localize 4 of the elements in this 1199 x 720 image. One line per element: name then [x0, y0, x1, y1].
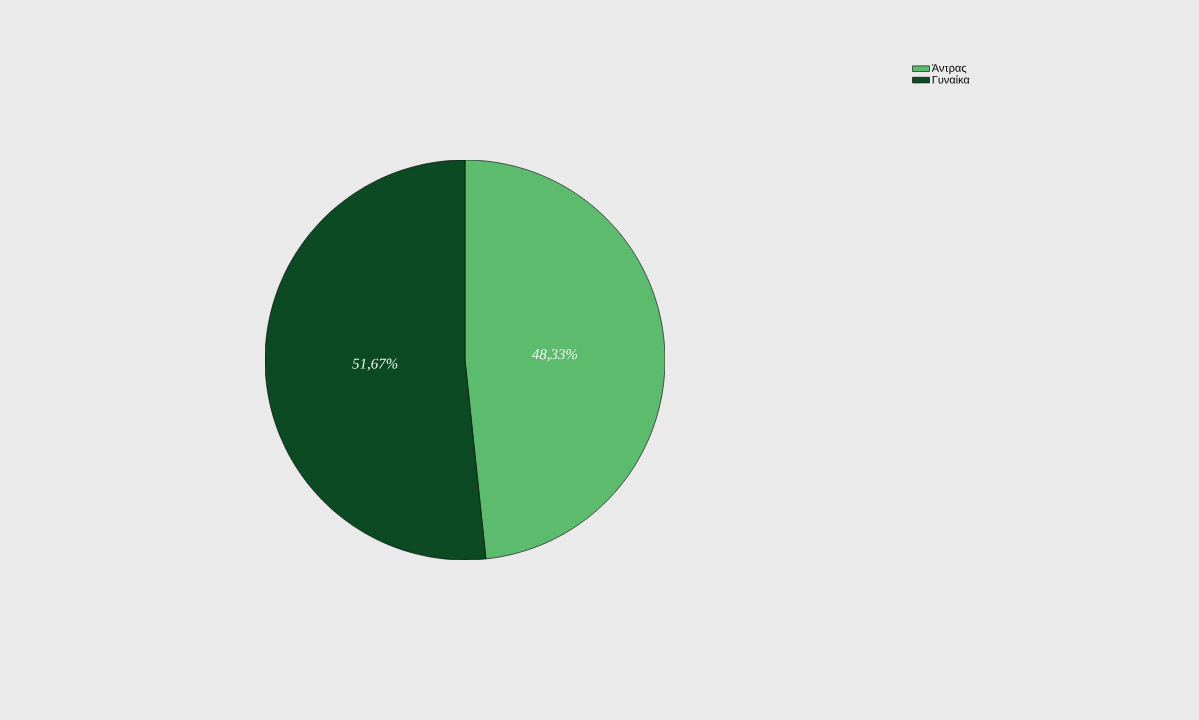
legend-label: Γυναίκα — [932, 75, 970, 84]
data-label: 48,33% — [531, 349, 578, 362]
data-label: 51,67% — [352, 358, 398, 371]
legend-label: Άντρας — [931, 64, 967, 74]
